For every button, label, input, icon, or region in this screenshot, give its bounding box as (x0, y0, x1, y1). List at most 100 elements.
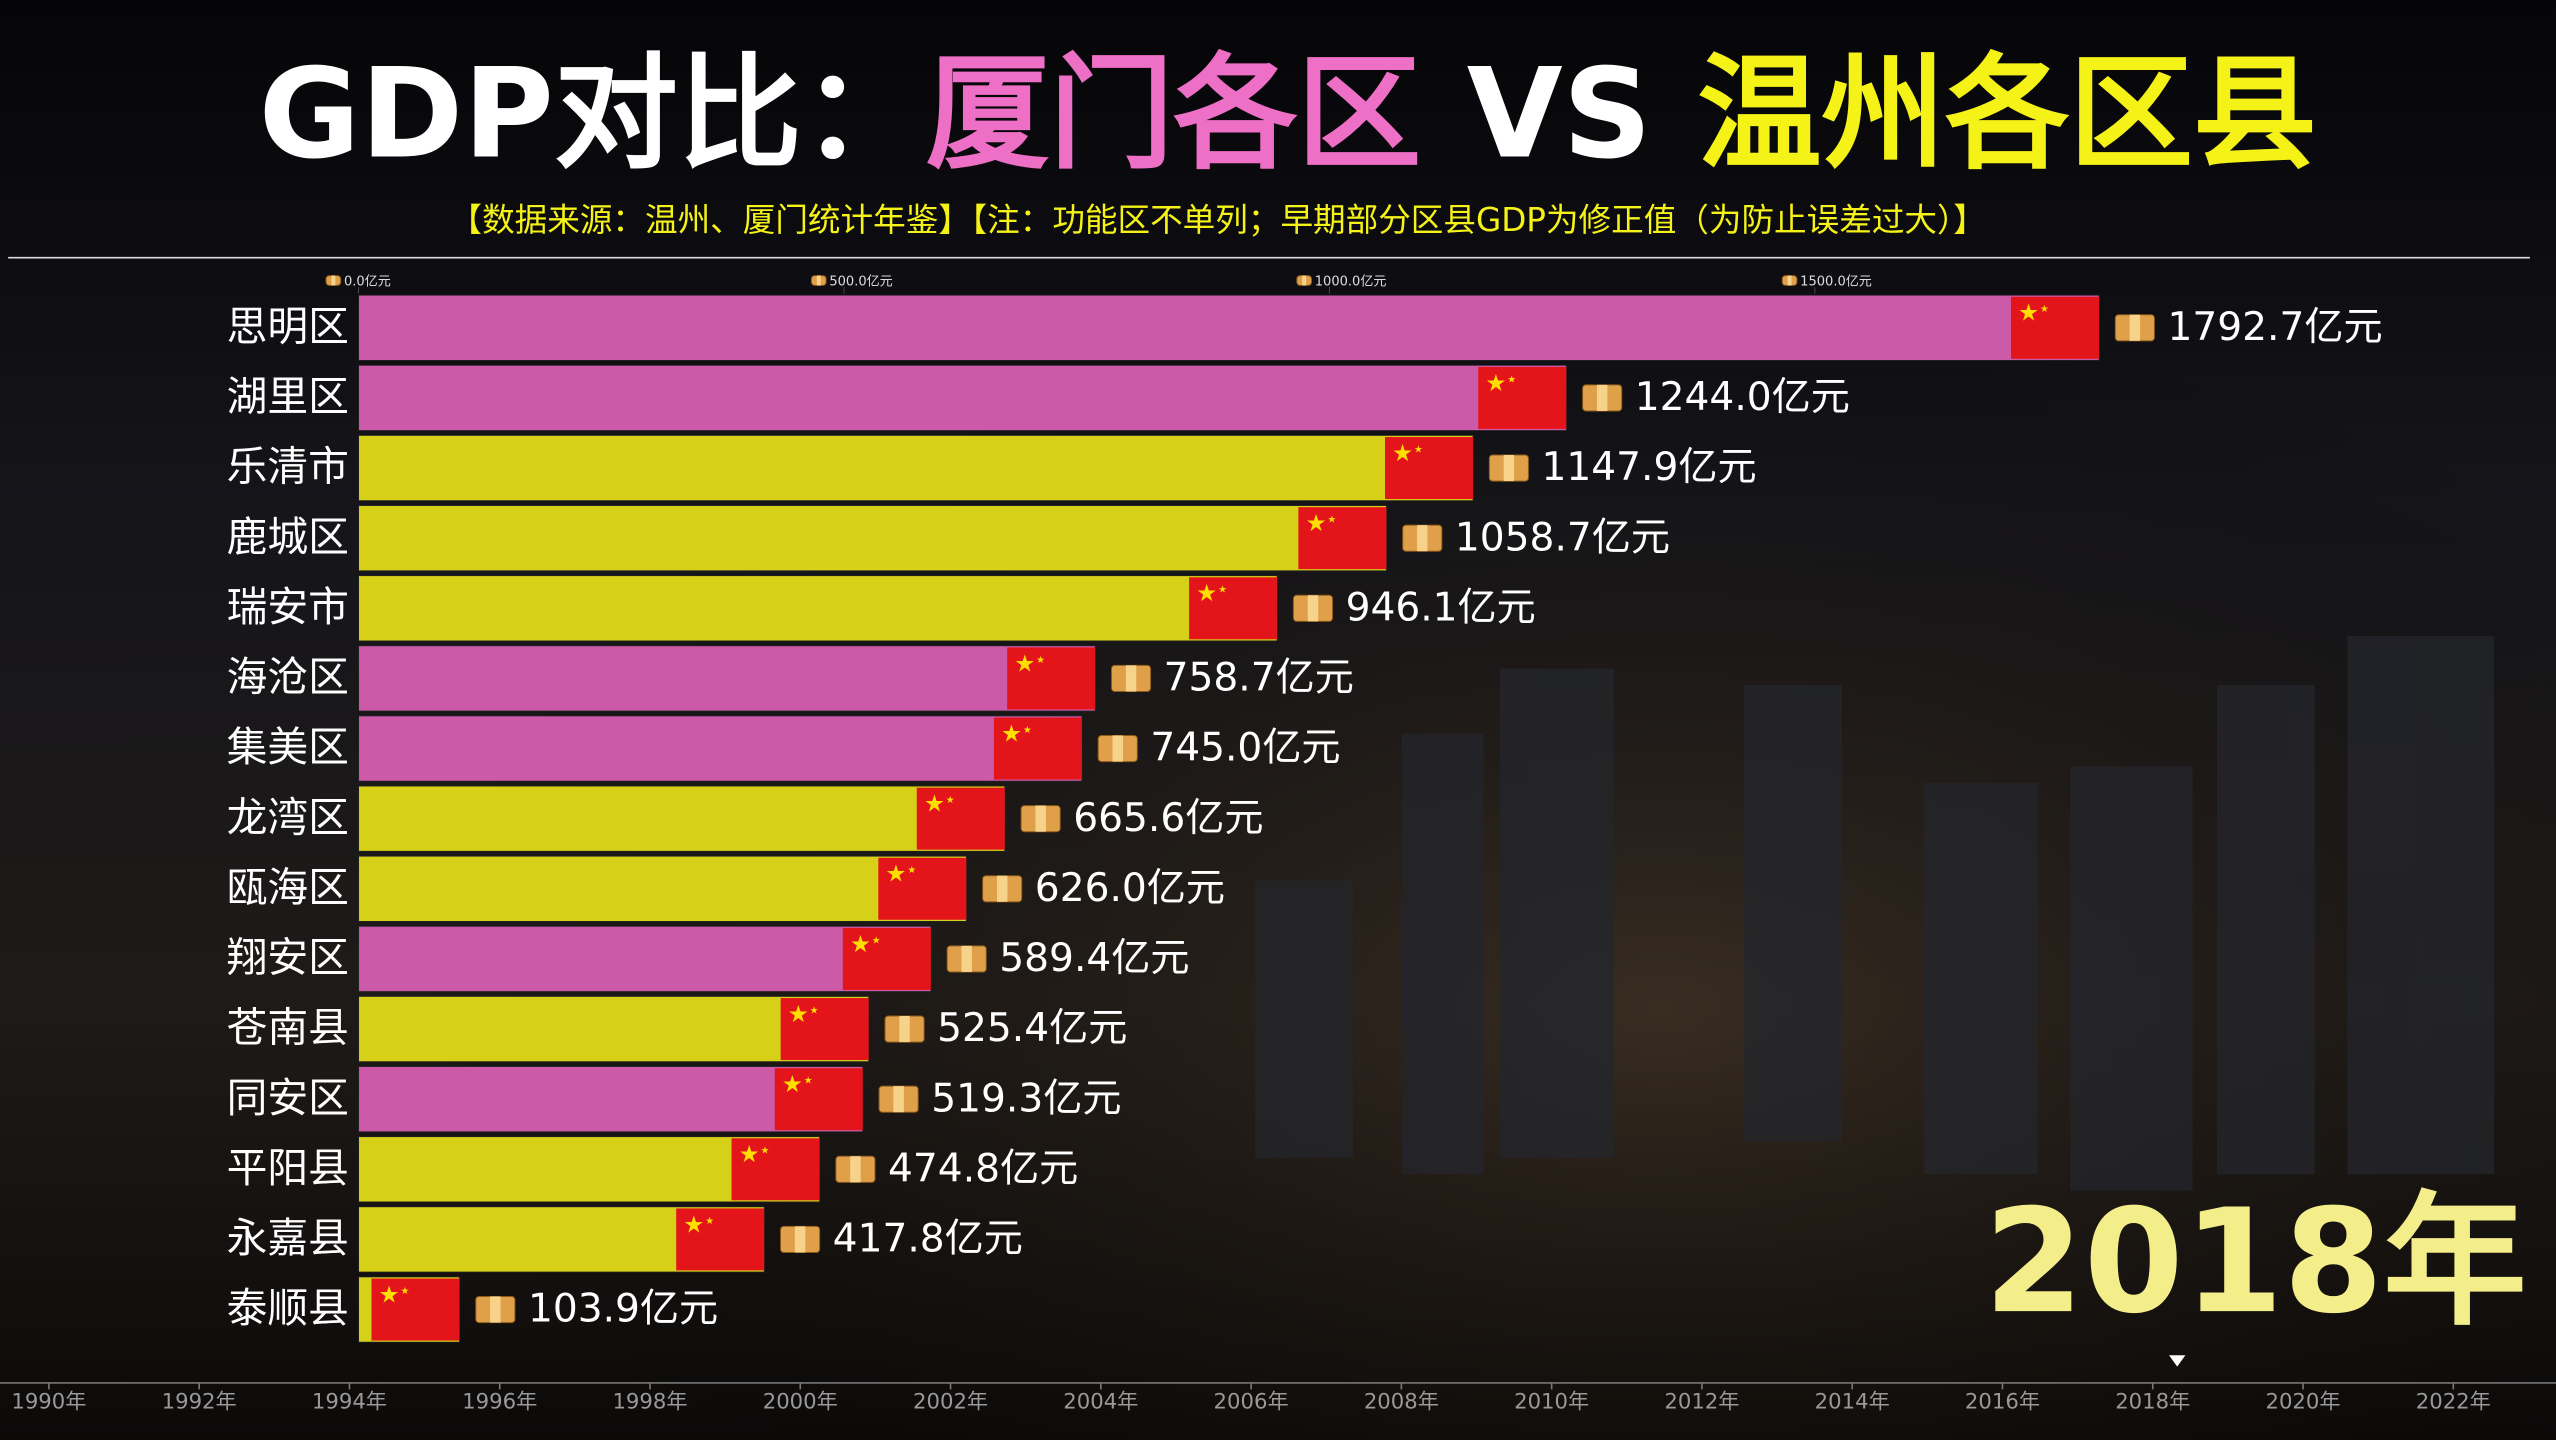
y-tick-label: 翔安区 (227, 934, 349, 982)
value-label: 665.6亿元 (1073, 796, 1263, 841)
bar (358, 575, 1278, 642)
y-tick-label: 思明区 (227, 302, 349, 350)
money-icon-band (1503, 454, 1515, 482)
x-tick-label: 1500.0亿元 (1800, 275, 1872, 290)
flag-star: ★ (739, 1140, 760, 1168)
money-icon-band (850, 1156, 861, 1183)
money-icon-band (331, 275, 336, 286)
flag (371, 1278, 460, 1341)
value-label: 589.4亿元 (999, 936, 1189, 981)
flag (780, 998, 869, 1061)
y-tick-label: 苍南县 (227, 1004, 349, 1052)
value-label: 1792.7亿元 (2167, 305, 2382, 350)
money-icon-band (961, 945, 972, 972)
value-label: 1244.0亿元 (1635, 375, 1850, 420)
timeline-label: 1998年 (612, 1388, 687, 1413)
y-tick-label: 泰顺县 (227, 1284, 349, 1332)
money-icon-band (996, 875, 1008, 902)
chart-title: GDP对比：厦门各区 VS 温州各区县 (259, 42, 2317, 186)
value-label: 758.7亿元 (1164, 656, 1354, 701)
flag-star-small: ★ (2040, 304, 2049, 315)
flag-star-small: ★ (761, 1146, 770, 1157)
value-label: 417.8亿元 (833, 1217, 1023, 1262)
timeline-label: 2016年 (1965, 1388, 2040, 1413)
timeline-label: 2018年 (2115, 1388, 2190, 1413)
flag-star: ★ (1196, 579, 1217, 607)
flag (774, 1068, 863, 1131)
flag-star: ★ (1305, 509, 1326, 537)
bar (358, 505, 1387, 572)
flag (993, 717, 1082, 780)
bar (358, 855, 967, 922)
flag-star: ★ (379, 1280, 400, 1308)
title-part: VS (1467, 42, 1652, 186)
flag-star: ★ (924, 790, 945, 818)
value-label: 1058.7亿元 (1455, 515, 1670, 560)
money-icon-band (893, 1086, 904, 1113)
flag-star-small: ★ (810, 1005, 819, 1016)
money-icon-band (1125, 665, 1137, 692)
flag (878, 857, 967, 920)
money-icon-band (794, 1226, 806, 1253)
value-label: 626.0亿元 (1035, 866, 1225, 911)
timeline-label: 1990年 (11, 1388, 86, 1413)
y-tick-label: 集美区 (227, 723, 349, 771)
flag-star: ★ (2018, 299, 2039, 327)
value-label: 946.1亿元 (1346, 585, 1536, 630)
flag (842, 927, 931, 990)
flag (1384, 437, 1474, 500)
timeline-label: 2008年 (1364, 1388, 1439, 1413)
title-part: 厦门各区 (926, 42, 1422, 186)
money-icon-band (1035, 805, 1046, 832)
flag (1298, 507, 1387, 570)
flag-star-small: ★ (804, 1076, 813, 1087)
value-label: 103.9亿元 (528, 1287, 718, 1332)
flag (916, 787, 1005, 850)
flag-star: ★ (1001, 719, 1022, 747)
bar (358, 435, 1474, 502)
flag-star: ★ (788, 1000, 809, 1028)
title-part: GDP对比： (259, 42, 926, 186)
x-tick-label: 0.0亿元 (344, 275, 391, 290)
bar (358, 364, 1567, 431)
flag (1189, 577, 1278, 640)
bar (358, 294, 2100, 361)
money-icon-band (2129, 314, 2141, 341)
bar (358, 645, 1096, 712)
flag-star-small: ★ (1218, 585, 1227, 596)
value-label: 525.4亿元 (937, 1006, 1127, 1051)
timeline-label: 2010年 (1514, 1388, 1589, 1413)
title-part: 温州各区县 (1698, 42, 2317, 186)
timeline-label: 1996年 (462, 1388, 537, 1413)
y-tick-label: 海沧区 (227, 653, 349, 701)
timeline-label: 1994年 (312, 1388, 387, 1413)
flag (676, 1208, 765, 1271)
flag-star: ★ (1392, 439, 1413, 467)
timeline-label: 2014年 (1815, 1388, 1890, 1413)
timeline-label: 2020年 (2265, 1388, 2340, 1413)
flag (731, 1138, 820, 1201)
y-tick-label: 永嘉县 (227, 1214, 349, 1262)
y-tick-label: 湖里区 (227, 373, 349, 421)
flag-star: ★ (782, 1070, 803, 1098)
money-icon-band (1302, 275, 1307, 286)
flag-star-small: ★ (1507, 374, 1516, 385)
bar (358, 785, 1006, 852)
bar (358, 925, 932, 992)
flag (1478, 366, 1567, 429)
value-label: 519.3亿元 (931, 1076, 1121, 1121)
y-tick-label: 平阳县 (227, 1144, 349, 1192)
money-icon-band (1112, 735, 1123, 762)
timeline-label: 2006年 (1214, 1388, 1289, 1413)
x-tick-label: 1000.0亿元 (1315, 275, 1387, 290)
flag-star-small: ★ (872, 935, 881, 946)
y-tick-label: 鹿城区 (227, 513, 349, 561)
y-tick-label: 乐清市 (227, 443, 349, 491)
flag-star-small: ★ (400, 1286, 409, 1297)
money-icon-band (816, 275, 821, 286)
flag-star-small: ★ (907, 865, 916, 876)
flag-star: ★ (885, 860, 906, 888)
